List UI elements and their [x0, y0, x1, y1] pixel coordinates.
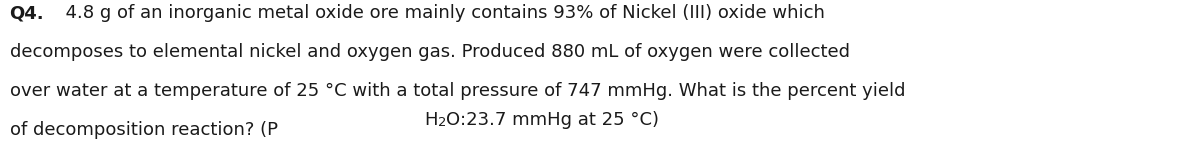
Text: Q4.  4.8 g of an inorganic metal oxide ore mainly contains 93% of Nickel (III) o: Q4. 4.8 g of an inorganic metal oxide or…	[10, 4, 812, 22]
Text: 4.8 g of an inorganic metal oxide ore mainly contains 93% of Nickel (III) oxide : 4.8 g of an inorganic metal oxide ore ma…	[54, 4, 825, 22]
Text: O: O	[446, 111, 460, 129]
Text: 2: 2	[437, 116, 446, 129]
Text: Q4.: Q4.	[10, 4, 44, 22]
Text: decomposes to elemental nickel and oxygen gas. Produced 880 mL of oxygen were co: decomposes to elemental nickel and oxyge…	[10, 43, 850, 61]
Text: :23.7 mmHg at 25 °C): :23.7 mmHg at 25 °C)	[460, 111, 659, 129]
Text: of decomposition reaction? (P: of decomposition reaction? (P	[10, 121, 278, 139]
Text: H: H	[424, 111, 437, 129]
Text: over water at a temperature of 25 °C with a total pressure of 747 mmHg. What is : over water at a temperature of 25 °C wit…	[10, 82, 905, 100]
Text: Q4.: Q4.	[10, 4, 44, 22]
